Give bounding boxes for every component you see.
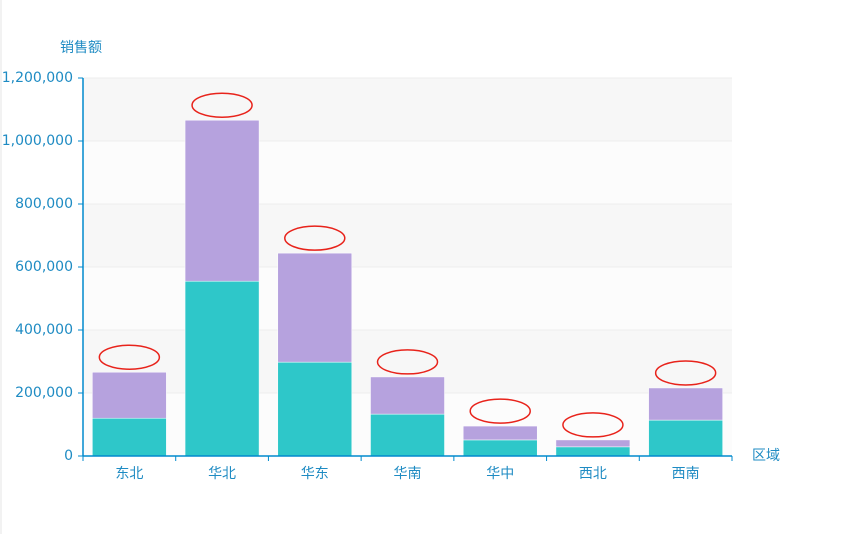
bar-segment (277, 252, 353, 363)
y-axis-title: 销售额 (60, 40, 102, 56)
annotation-ellipse (284, 225, 346, 251)
y-tick-label: 1,000,000 (2, 133, 73, 149)
bar-segment (184, 119, 260, 282)
y-tick-label: 800,000 (15, 196, 73, 212)
bar-segment (462, 425, 538, 441)
bar-segment (370, 376, 445, 415)
split-area (83, 141, 732, 204)
x-axis-title: 区域 (752, 448, 780, 464)
annotation-ellipse (654, 360, 717, 386)
x-tick-label: 华东 (301, 466, 329, 482)
split-area (83, 204, 732, 267)
x-tick-label: 华南 (394, 466, 422, 482)
bar-segment (555, 446, 631, 457)
split-area (83, 78, 732, 141)
y-tick-label: 200,000 (15, 385, 73, 401)
bar-segment (92, 417, 167, 457)
bar-segment (184, 280, 260, 457)
x-tick-label: 西北 (579, 466, 607, 482)
split-area (83, 267, 732, 330)
bar-segment (462, 439, 538, 457)
bar-segment (648, 419, 723, 457)
bar-segment (648, 387, 723, 421)
x-tick-label: 西南 (672, 466, 700, 482)
annotation-ellipse (469, 398, 531, 424)
bar-segment (555, 439, 631, 448)
y-tick-label: 0 (64, 448, 73, 464)
annotation-ellipse (562, 412, 624, 438)
annotation-ellipse (376, 349, 439, 375)
bar-segment (277, 361, 353, 457)
annotation-ellipse (191, 92, 253, 118)
y-tick-label: 1,200,000 (2, 70, 73, 86)
x-tick-label: 华北 (208, 466, 236, 482)
x-tick-label: 东北 (115, 466, 143, 482)
bar-segment (370, 413, 445, 457)
x-tick-label: 华中 (486, 466, 514, 482)
y-tick-label: 600,000 (15, 259, 73, 275)
annotation-ellipse (98, 344, 161, 370)
bar-segment (92, 371, 167, 419)
y-tick-label: 400,000 (15, 322, 73, 338)
